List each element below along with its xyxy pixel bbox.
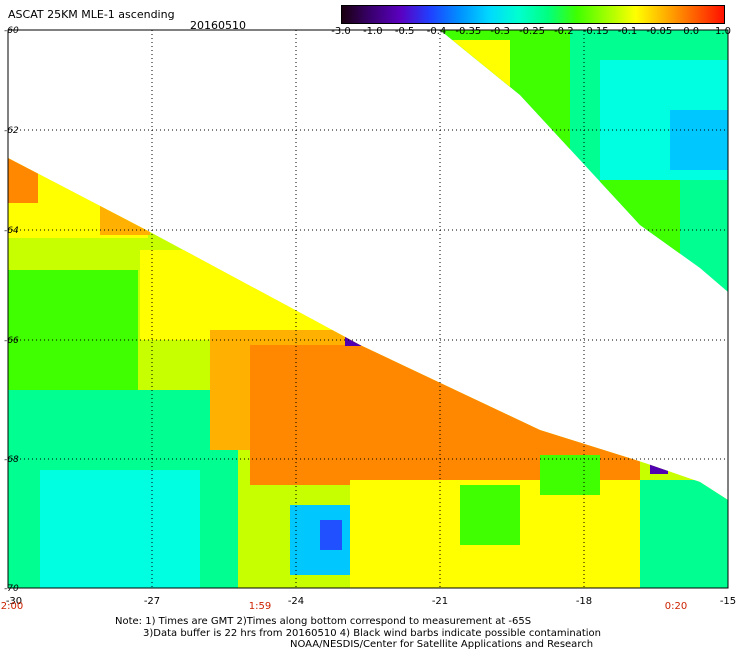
swath-region-orange-corner: [8, 158, 38, 203]
colorbar-label: -0.4: [426, 26, 447, 37]
note-line-2: 3)Data buffer is 22 hrs from 20160510 4)…: [143, 628, 601, 639]
chart-date: 20160510: [190, 19, 246, 32]
colorbar-label: -0.25: [519, 26, 545, 37]
swath-pixel-purple: [345, 336, 361, 346]
swath-region-yellow-mid: [140, 250, 360, 340]
latitude-label: -62: [4, 126, 19, 136]
colorbar-label: -0.5: [394, 26, 415, 37]
colorbar-label: -3.0: [331, 26, 351, 37]
colorbar-label: -0.15: [582, 26, 609, 37]
time-label: 0:20: [664, 601, 688, 612]
swath-region-green-right: [540, 455, 600, 495]
colorbar-label: -0.1: [617, 26, 638, 37]
latitude-label: -64: [4, 226, 19, 236]
swath-region-green-bottom: [460, 485, 520, 545]
longitude-label: -15: [719, 596, 737, 607]
longitude-label: -30: [5, 596, 23, 607]
latitude-label: -68: [4, 455, 19, 465]
note-line-1: Note: 1) Times are GMT 2)Times along bot…: [115, 616, 532, 627]
longitude-label: -24: [287, 596, 305, 607]
longitude-label: -21: [431, 596, 449, 607]
swath-region-lightorange-top: [100, 190, 150, 235]
colorbar-label: -0.05: [646, 26, 673, 37]
swath-region-green-lower: [600, 180, 680, 290]
swath-region-yellow: [440, 40, 510, 100]
lower-swath: [8, 158, 728, 588]
latitude-label: -70: [4, 584, 19, 594]
swath-pixel-purple: [650, 463, 668, 474]
swath-region-cyan: [40, 470, 200, 588]
colorbar-label: -0.2: [554, 26, 574, 37]
colorbar-label: -0.3: [490, 26, 510, 37]
colorbar-label: -1.0: [363, 26, 383, 37]
time-label: 1:59: [248, 601, 272, 612]
longitude-label: -27: [143, 596, 161, 607]
note-line-3: NOAA/NESDIS/Center for Satellite Applica…: [290, 639, 594, 650]
colorbar-label: 1.0: [715, 26, 731, 37]
upper-swath: [440, 30, 728, 292]
longitude-label: -18: [575, 596, 593, 607]
time-label: 2:00: [0, 601, 24, 612]
latitude-label: -60: [4, 26, 19, 36]
colorbar-label: 0.0: [683, 26, 700, 37]
swath-region-lightblue: [670, 110, 728, 170]
swath-region-aqua-right: [640, 480, 728, 588]
graticule: [8, 30, 728, 588]
latitude-label: -66: [4, 336, 19, 346]
swath-region-blue: [320, 520, 342, 550]
plot-frame: [7, 29, 729, 589]
colorbar-label: -0.35: [455, 26, 482, 37]
chart-title: ASCAT 25KM MLE-1 ascending: [8, 8, 175, 21]
colorbar: [341, 5, 725, 24]
